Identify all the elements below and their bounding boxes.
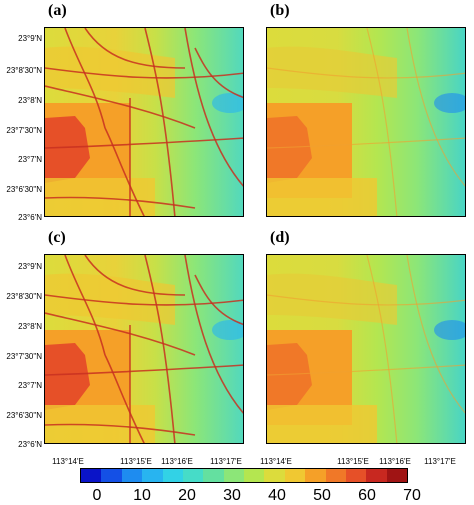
road-line (64, 255, 106, 356)
colorbar-cell (366, 469, 388, 482)
road-line (45, 364, 243, 376)
cool-zone (434, 320, 465, 340)
warm-zone (267, 405, 377, 443)
colorbar-label: 40 (268, 487, 286, 504)
road-line (406, 255, 465, 414)
x-tick-label: 113°14'E (52, 457, 84, 466)
road-line (184, 255, 243, 414)
road-line (45, 196, 196, 209)
colorbar-cell (162, 469, 184, 482)
road-line (194, 274, 243, 326)
road-line (45, 67, 243, 79)
road-line (84, 28, 186, 69)
panel-d (266, 254, 466, 444)
colorbar-label: 10 (133, 487, 151, 504)
y-tick-label: 23°8'30"N (6, 66, 42, 75)
road-line (84, 255, 186, 296)
road-line (104, 354, 145, 443)
colorbar-cell (223, 469, 245, 482)
y-tick-label: 23°7'N (18, 381, 42, 390)
colorbar-label: 20 (178, 487, 196, 504)
y-tick-label: 23°9'N (18, 262, 42, 271)
road-line (366, 255, 398, 443)
panel-b (266, 27, 466, 217)
panel-label-d: (d) (270, 229, 290, 246)
colorbar-label: 0 (92, 487, 102, 504)
y-tick-label: 23°7'N (18, 155, 42, 164)
panel-label-b: (b) (270, 2, 290, 19)
y-tick-label: 23°7'30"N (6, 352, 42, 361)
colorbar-label: 70 (403, 487, 421, 504)
y-tick-label: 23°7'30"N (6, 126, 42, 135)
map-b (267, 28, 465, 216)
panel-label-c: (c) (48, 229, 66, 246)
cool-zone (212, 320, 243, 340)
warm-zone (267, 178, 377, 216)
colorbar-cell (244, 469, 266, 482)
colorbar-cell (101, 469, 123, 482)
hot-spot (267, 343, 312, 410)
colorbar-cell (345, 469, 368, 482)
hot-spot (45, 116, 90, 183)
y-tick-label: 23°6'N (18, 440, 42, 449)
colorbar-cell (305, 469, 327, 482)
road-line (267, 364, 465, 376)
panel-a (44, 27, 244, 217)
y-tick-label: 23°8'N (18, 322, 42, 331)
x-tick-label: 113°15'E (337, 457, 369, 466)
hot-spot (267, 116, 312, 183)
road-line (144, 28, 176, 216)
map-d (267, 255, 465, 443)
colorbar-cell (182, 469, 205, 482)
road-line (104, 127, 145, 216)
road-line (45, 85, 196, 129)
warm-zone (267, 46, 397, 98)
y-tick-label: 23°6'30"N (6, 411, 42, 420)
x-tick-label: 113°16'E (161, 457, 193, 466)
colorbar-cell (203, 469, 225, 482)
road-line (184, 28, 243, 187)
map-c (45, 255, 243, 443)
colorbar-label: 30 (223, 487, 241, 504)
x-tick-label: 113°15'E (120, 457, 152, 466)
colorbar-cell (386, 469, 407, 482)
x-tick-label: 113°17'E (424, 457, 456, 466)
panel-label-a: (a) (48, 2, 67, 19)
road-line (366, 28, 398, 216)
y-tick-label: 23°8'30"N (6, 292, 42, 301)
cool-zone (212, 93, 243, 113)
road-line (45, 294, 243, 306)
colorbar (80, 468, 408, 483)
road-line (45, 137, 243, 149)
x-tick-label: 113°16'E (379, 457, 411, 466)
road-line (267, 137, 465, 149)
y-tick-label: 23°8'N (18, 96, 42, 105)
road-line (45, 312, 196, 356)
cool-zone (434, 93, 465, 113)
colorbar-cell (142, 469, 164, 482)
x-tick-label: 113°14'E (260, 457, 292, 466)
hot-spot (45, 343, 90, 410)
y-tick-label: 23°9'N (18, 34, 42, 43)
road-line (267, 294, 465, 306)
warm-zone (267, 273, 397, 325)
road-line (144, 255, 176, 443)
panel-c (44, 254, 244, 444)
road-line (45, 423, 196, 436)
road-line (267, 67, 465, 79)
colorbar-label: 60 (358, 487, 376, 504)
colorbar-cell (121, 469, 144, 482)
road-line (194, 47, 243, 99)
colorbar-cell (264, 469, 286, 482)
x-tick-label: 113°17'E (210, 457, 242, 466)
colorbar-label: 50 (313, 487, 331, 504)
road-line (406, 28, 465, 187)
map-a (45, 28, 243, 216)
colorbar-cell (284, 469, 307, 482)
colorbar-cell (81, 469, 103, 482)
road-line (64, 28, 106, 129)
y-tick-label: 23°6'N (18, 213, 42, 222)
colorbar-cell (325, 469, 347, 482)
y-tick-label: 23°6'30"N (6, 185, 42, 194)
